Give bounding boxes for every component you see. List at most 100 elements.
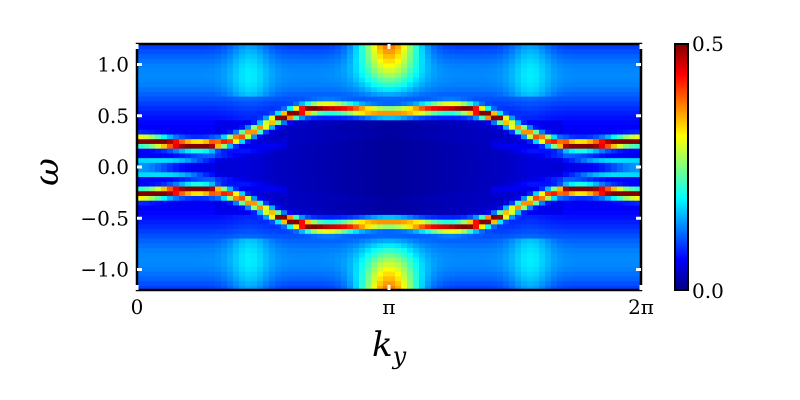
heatmap-cell: [545, 204, 552, 211]
heatmap-cell: [221, 143, 228, 149]
heatmap-cell: [215, 110, 222, 116]
heatmap-cell: [389, 72, 396, 78]
heatmap-cell: [341, 86, 348, 92]
heatmap-cell: [479, 190, 486, 196]
heatmap-cell: [461, 247, 468, 253]
heatmap-cell: [539, 285, 546, 290]
heatmap-cell: [167, 48, 174, 55]
heatmap-cell: [413, 223, 420, 230]
heatmap-cell: [275, 204, 282, 211]
heatmap-cell: [485, 171, 492, 178]
heatmap-cell: [173, 86, 180, 92]
heatmap-cell: [443, 181, 450, 187]
heatmap-cell: [419, 44, 426, 50]
heatmap-cell: [305, 200, 312, 206]
heatmap-cell: [539, 275, 546, 282]
heatmap-cell: [485, 143, 492, 149]
heatmap-cell: [323, 100, 330, 107]
heatmap-cell: [215, 100, 222, 107]
heatmap-cell: [425, 53, 432, 59]
heatmap-cell: [371, 256, 378, 263]
y-tick-label: −1.0: [80, 258, 129, 282]
heatmap-cell: [203, 143, 210, 149]
heatmap-cell: [605, 266, 612, 272]
heatmap-cell: [245, 181, 252, 187]
heatmap-cell: [461, 44, 468, 50]
heatmap-cell: [575, 219, 582, 225]
heatmap-cell: [215, 77, 222, 83]
heatmap-cell: [509, 233, 516, 239]
heatmap-cell: [149, 143, 156, 149]
heatmap-cell: [293, 223, 300, 230]
heatmap-cell: [563, 271, 570, 277]
heatmap-cell: [203, 280, 210, 286]
heatmap-cell: [161, 219, 168, 225]
heatmap-cell: [257, 157, 264, 163]
heatmap-cell: [353, 129, 360, 135]
heatmap-cell: [179, 185, 186, 192]
heatmap-cell: [557, 124, 564, 130]
heatmap-cell: [359, 96, 366, 102]
heatmap-cell: [365, 209, 372, 215]
heatmap-cell: [413, 62, 420, 69]
heatmap-cell: [383, 176, 390, 182]
heatmap-cell: [143, 44, 150, 50]
heatmap-cell: [407, 261, 414, 267]
heatmap-cell: [611, 181, 618, 187]
heatmap-cell: [521, 266, 528, 272]
heatmap-cell: [419, 162, 426, 168]
heatmap-cell: [215, 53, 222, 59]
heatmap-cell: [179, 252, 186, 258]
heatmap-cell: [233, 119, 240, 126]
heatmap-cell: [617, 138, 624, 144]
heatmap-cell: [473, 171, 480, 178]
heatmap-cell: [611, 138, 618, 144]
heatmap-cell: [353, 138, 360, 144]
heatmap-cell: [515, 228, 522, 234]
heatmap-cell: [323, 252, 330, 258]
heatmap-cell: [545, 105, 552, 111]
heatmap-cell: [251, 200, 258, 206]
heatmap-cell: [575, 280, 582, 286]
heatmap-cell: [335, 237, 342, 244]
heatmap-cell: [467, 48, 474, 55]
heatmap-cell: [545, 214, 552, 220]
heatmap-cell: [467, 266, 474, 272]
heatmap-cell: [413, 280, 420, 286]
heatmap-cell: [329, 148, 336, 154]
heatmap-cell: [515, 271, 522, 277]
heatmap-cell: [521, 44, 528, 50]
heatmap-cell: [149, 96, 156, 102]
heatmap-cell: [491, 223, 498, 230]
heatmap-cell: [545, 91, 552, 97]
heatmap-cell: [137, 275, 144, 282]
heatmap-cell: [359, 114, 366, 121]
heatmap-cell: [515, 195, 522, 201]
heatmap-cell: [269, 86, 276, 92]
heatmap-cell: [173, 157, 180, 163]
heatmap-cell: [617, 91, 624, 97]
heatmap-cell: [383, 275, 390, 282]
heatmap-cell: [395, 44, 402, 50]
heatmap-cell: [173, 252, 180, 258]
heatmap-cell: [365, 162, 372, 168]
heatmap-cell: [491, 266, 498, 272]
heatmap-cell: [521, 167, 528, 173]
heatmap-cell: [587, 44, 594, 50]
heatmap-cell: [203, 53, 210, 59]
heatmap-cell: [437, 62, 444, 69]
heatmap-cell: [461, 53, 468, 59]
heatmap-cell: [599, 157, 606, 163]
heatmap-cell: [383, 237, 390, 244]
heatmap-cell: [263, 176, 270, 182]
heatmap-cell: [377, 100, 384, 107]
heatmap-cell: [605, 280, 612, 286]
heatmap-cell: [245, 247, 252, 253]
heatmap-cell: [233, 233, 240, 239]
heatmap-cell: [539, 53, 546, 59]
heatmap-cell: [437, 228, 444, 234]
heatmap-cell: [371, 271, 378, 277]
heatmap-cell: [251, 148, 258, 154]
heatmap-cell: [221, 237, 228, 244]
heatmap-cell: [323, 209, 330, 215]
